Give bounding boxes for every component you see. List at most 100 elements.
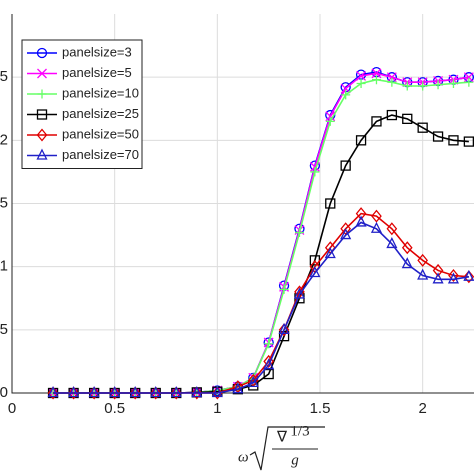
marker (325, 111, 336, 122)
x-tick-label: 0.5 (104, 400, 125, 417)
x-tick-label: 2 (418, 400, 426, 417)
marker (129, 386, 141, 398)
marker (325, 198, 336, 209)
marker (386, 72, 397, 83)
marker (401, 257, 413, 269)
marker (310, 167, 320, 177)
legend-label: panelsize=70 (62, 147, 139, 162)
marker (47, 386, 59, 400)
marker (463, 136, 474, 147)
series-line (53, 221, 469, 394)
y-tick-label: 2 (0, 131, 8, 148)
marker (401, 241, 413, 255)
y-tick-label: 1.5 (0, 194, 8, 211)
x-label-denominator: g (291, 452, 299, 468)
marker (263, 358, 275, 370)
axes-box (11, 14, 474, 394)
marker (417, 122, 428, 133)
marker (464, 77, 474, 87)
marker (402, 81, 412, 91)
x-label-exponent: 1/3 (290, 423, 309, 439)
marker (463, 72, 474, 83)
y-tick-label: 1 (0, 258, 8, 275)
marker (68, 386, 79, 400)
marker (264, 339, 274, 349)
marker (356, 78, 366, 88)
marker (279, 284, 289, 294)
marker (432, 272, 444, 284)
marker (247, 375, 259, 388)
marker (88, 386, 100, 400)
marker (341, 90, 351, 100)
marker (386, 109, 398, 121)
marker (47, 386, 59, 398)
marker (371, 116, 382, 127)
marker (294, 228, 304, 238)
marker (418, 81, 428, 91)
marker (37, 89, 47, 99)
marker (355, 215, 367, 227)
x-tick-label: 1.5 (310, 400, 331, 417)
marker (448, 268, 459, 283)
x-label-numerator: ∇ (276, 429, 288, 445)
radical (249, 426, 325, 471)
x-label-omega: ω (238, 449, 249, 465)
x-tick-label: 0 (8, 400, 16, 417)
marker (211, 386, 223, 398)
marker (129, 386, 141, 400)
marker (191, 386, 203, 400)
marker (463, 270, 474, 284)
legend-box (21, 39, 143, 169)
marker (386, 236, 398, 249)
marker (417, 268, 429, 280)
marker (170, 386, 182, 398)
marker (371, 209, 382, 223)
marker (309, 266, 321, 278)
marker (340, 83, 351, 94)
legend: panelsize=3 panelsize=5 panelsize=10 panels… (21, 39, 143, 169)
series-line (53, 212, 469, 394)
marker (325, 116, 335, 126)
y-tick-label: 2.5 (0, 68, 8, 85)
marker (371, 75, 381, 85)
marker (278, 322, 290, 334)
y-tick-label: 0.5 (0, 321, 8, 338)
marker (371, 68, 382, 79)
marker (36, 109, 48, 120)
marker (211, 386, 223, 400)
legend-label: panelsize=50 (62, 126, 139, 141)
marker (68, 386, 80, 398)
marker (263, 368, 274, 380)
legend-label: panelsize=3 (62, 44, 132, 59)
marker (448, 135, 459, 146)
legend-label: panelsize=25 (62, 106, 139, 121)
marker (432, 263, 444, 277)
marker (170, 386, 182, 400)
marker (232, 382, 244, 394)
legend-label: panelsize=10 (62, 85, 139, 100)
marker (36, 47, 48, 59)
marker (402, 113, 413, 125)
marker (447, 272, 460, 284)
marker (448, 78, 458, 88)
y-tick-label: 0 (0, 384, 8, 401)
marker (386, 222, 398, 236)
marker (37, 68, 47, 79)
marker (150, 386, 162, 400)
marker (417, 253, 429, 267)
marker (355, 207, 367, 221)
marker (324, 247, 336, 259)
marker (109, 386, 121, 398)
marker (109, 386, 121, 400)
marker (36, 148, 48, 160)
marker (36, 128, 48, 142)
marker (355, 135, 367, 146)
marker (463, 269, 474, 281)
marker (433, 80, 443, 90)
x-axis-label: ω ∇ 1/3 g (238, 423, 325, 471)
marker (293, 287, 306, 299)
marker (432, 131, 444, 142)
marker (340, 228, 352, 240)
marker (88, 386, 100, 398)
